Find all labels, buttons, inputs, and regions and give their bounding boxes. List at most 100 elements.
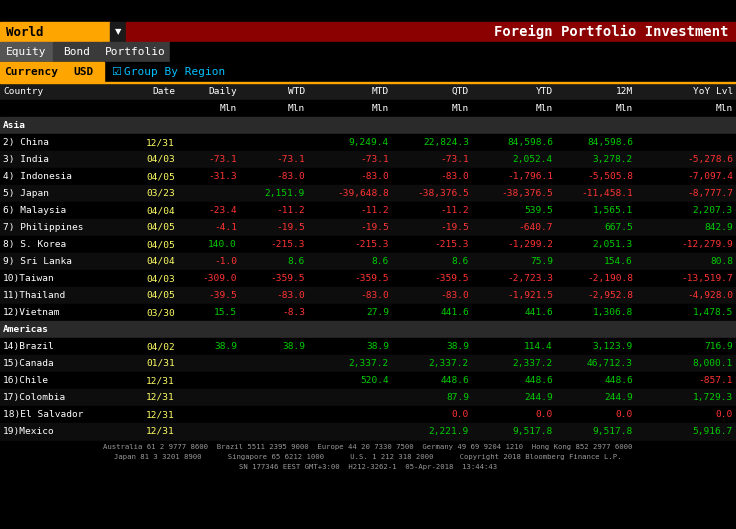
Bar (0, 287, 736, 304)
Bar (0, 423, 736, 440)
Text: -39,648.8: -39,648.8 (337, 189, 389, 198)
Text: 03/23: 03/23 (146, 189, 175, 198)
Text: 154.6: 154.6 (604, 257, 633, 266)
Text: -7,097.4: -7,097.4 (687, 172, 733, 181)
Text: Mln: Mln (452, 104, 469, 113)
Text: Mln: Mln (288, 104, 305, 113)
Text: MTD: MTD (372, 87, 389, 96)
Text: 1,478.5: 1,478.5 (693, 308, 733, 317)
Text: 84,598.6: 84,598.6 (587, 138, 633, 147)
Text: -19.5: -19.5 (276, 223, 305, 232)
Text: 7) Philippines: 7) Philippines (3, 223, 83, 232)
Text: 38.9: 38.9 (446, 342, 469, 351)
Text: 448.6: 448.6 (440, 376, 469, 385)
Text: 0.0: 0.0 (452, 410, 469, 419)
Text: 15.5: 15.5 (214, 308, 237, 317)
Text: Country: Country (3, 87, 43, 96)
Text: Americas: Americas (3, 325, 49, 334)
Text: -215.3: -215.3 (434, 240, 469, 249)
Bar (62, 62, 104, 82)
Text: 244.9: 244.9 (524, 393, 553, 402)
Text: 14)Brazil: 14)Brazil (3, 342, 54, 351)
Text: 2,337.2: 2,337.2 (349, 359, 389, 368)
Text: Mln: Mln (715, 104, 733, 113)
Text: QTD: QTD (452, 87, 469, 96)
Text: 2,221.9: 2,221.9 (429, 427, 469, 436)
Text: -11.2: -11.2 (276, 206, 305, 215)
Text: 04/05: 04/05 (146, 291, 175, 300)
Text: 18)El Salvador: 18)El Salvador (3, 410, 83, 419)
Text: -83.0: -83.0 (360, 172, 389, 181)
Bar (0, 0, 736, 22)
Text: Mln: Mln (616, 104, 633, 113)
Text: -5,278.6: -5,278.6 (687, 155, 733, 164)
Bar (0, 304, 736, 321)
Bar (0, 168, 736, 185)
Text: 0.0: 0.0 (616, 410, 633, 419)
Text: 12)Vietnam: 12)Vietnam (3, 308, 60, 317)
Text: 17)Colombia: 17)Colombia (3, 393, 66, 402)
Bar (0, 117, 736, 134)
Text: 04/05: 04/05 (146, 223, 175, 232)
Text: 1,306.8: 1,306.8 (592, 308, 633, 317)
Text: -73.1: -73.1 (276, 155, 305, 164)
Text: 4) Indonesia: 4) Indonesia (3, 172, 72, 181)
Bar (0, 253, 736, 270)
Text: -215.3: -215.3 (271, 240, 305, 249)
Text: -31.3: -31.3 (208, 172, 237, 181)
Text: 8.6: 8.6 (372, 257, 389, 266)
Text: 3) India: 3) India (3, 155, 49, 164)
Text: 01/31: 01/31 (146, 359, 175, 368)
Text: 87.9: 87.9 (446, 393, 469, 402)
Text: 667.5: 667.5 (604, 223, 633, 232)
Text: 2,207.3: 2,207.3 (693, 206, 733, 215)
Text: 5,916.7: 5,916.7 (693, 427, 733, 436)
Text: 38.9: 38.9 (214, 342, 237, 351)
Text: -2,723.3: -2,723.3 (507, 274, 553, 283)
Text: YTD: YTD (536, 87, 553, 96)
Text: 3,123.9: 3,123.9 (592, 342, 633, 351)
Bar (0, 236, 736, 253)
Text: -13,519.7: -13,519.7 (682, 274, 733, 283)
Text: 5) Japan: 5) Japan (3, 189, 49, 198)
Text: -640.7: -640.7 (518, 223, 553, 232)
Bar (0, 62, 62, 82)
Text: -73.1: -73.1 (208, 155, 237, 164)
Text: 448.6: 448.6 (524, 376, 553, 385)
Text: 0.0: 0.0 (536, 410, 553, 419)
Text: -11.2: -11.2 (440, 206, 469, 215)
Text: 04/03: 04/03 (146, 274, 175, 283)
Text: Group By Region: Group By Region (124, 67, 225, 77)
Text: 84,598.6: 84,598.6 (507, 138, 553, 147)
Bar (0, 270, 736, 287)
Bar (0, 202, 736, 219)
Text: 04/05: 04/05 (146, 172, 175, 181)
Bar (110, 22, 126, 42)
Text: 04/02: 04/02 (146, 342, 175, 351)
Text: -12,279.9: -12,279.9 (682, 240, 733, 249)
Bar (0, 355, 736, 372)
Text: World: World (6, 25, 43, 39)
Text: -8,777.7: -8,777.7 (687, 189, 733, 198)
Text: 27.9: 27.9 (366, 308, 389, 317)
Text: 2,051.3: 2,051.3 (592, 240, 633, 249)
Text: -4,928.0: -4,928.0 (687, 291, 733, 300)
Text: 8) S. Korea: 8) S. Korea (3, 240, 66, 249)
Text: USD: USD (73, 67, 93, 77)
Bar (0, 389, 736, 406)
Text: -215.3: -215.3 (355, 240, 389, 249)
Text: -38,376.5: -38,376.5 (501, 189, 553, 198)
Text: -1.0: -1.0 (214, 257, 237, 266)
Bar (0, 82, 736, 83)
Text: 8.6: 8.6 (288, 257, 305, 266)
Text: 12/31: 12/31 (146, 393, 175, 402)
Text: 2,052.4: 2,052.4 (513, 155, 553, 164)
Bar (126, 22, 736, 42)
Bar (0, 134, 736, 151)
Text: 9,249.4: 9,249.4 (349, 138, 389, 147)
Text: 04/05: 04/05 (146, 240, 175, 249)
Text: 11)Thailand: 11)Thailand (3, 291, 66, 300)
Text: -73.1: -73.1 (360, 155, 389, 164)
Text: -19.5: -19.5 (360, 223, 389, 232)
Text: -83.0: -83.0 (276, 172, 305, 181)
